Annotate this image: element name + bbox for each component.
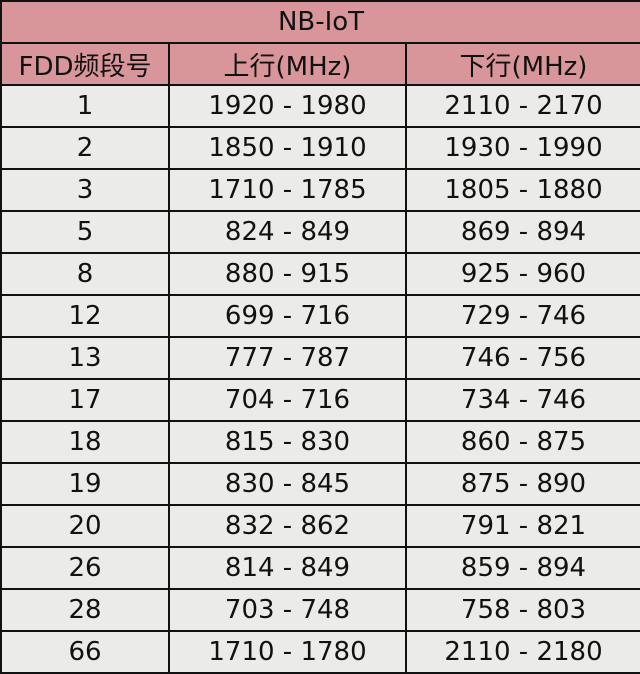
band-cell: 2 <box>0 126 170 170</box>
header-uplink: 上行(MHz) <box>168 42 407 86</box>
table-row: 5 824 - 849 869 - 894 <box>0 210 640 254</box>
table-row: 8 880 - 915 925 - 960 <box>0 252 640 296</box>
table-row: 28 703 - 748 758 - 803 <box>0 588 640 632</box>
downlink-cell: 2110 - 2170 <box>405 84 640 128</box>
band-cell: 66 <box>0 630 170 674</box>
table-row: 19 830 - 845 875 - 890 <box>0 462 640 506</box>
uplink-cell: 830 - 845 <box>168 462 407 506</box>
table-row: 26 814 - 849 859 - 894 <box>0 546 640 590</box>
downlink-cell: 729 - 746 <box>405 294 640 338</box>
table-row: 1 1920 - 1980 2110 - 2170 <box>0 84 640 128</box>
table-row: 66 1710 - 1780 2110 - 2180 <box>0 630 640 674</box>
uplink-cell: 704 - 716 <box>168 378 407 422</box>
table-row: 18 815 - 830 860 - 875 <box>0 420 640 464</box>
downlink-cell: 746 - 756 <box>405 336 640 380</box>
band-cell: 28 <box>0 588 170 632</box>
table-title: NB-IoT <box>0 0 640 44</box>
table-row: 17 704 - 716 734 - 746 <box>0 378 640 422</box>
band-cell: 12 <box>0 294 170 338</box>
table-row: 3 1710 - 1785 1805 - 1880 <box>0 168 640 212</box>
downlink-cell: 869 - 894 <box>405 210 640 254</box>
uplink-cell: 814 - 849 <box>168 546 407 590</box>
downlink-cell: 925 - 960 <box>405 252 640 296</box>
band-cell: 17 <box>0 378 170 422</box>
uplink-cell: 815 - 830 <box>168 420 407 464</box>
downlink-cell: 859 - 894 <box>405 546 640 590</box>
uplink-cell: 1710 - 1785 <box>168 168 407 212</box>
uplink-cell: 1850 - 1910 <box>168 126 407 170</box>
uplink-cell: 1920 - 1980 <box>168 84 407 128</box>
uplink-cell: 1710 - 1780 <box>168 630 407 674</box>
downlink-cell: 860 - 875 <box>405 420 640 464</box>
band-cell: 1 <box>0 84 170 128</box>
table-row: 13 777 - 787 746 - 756 <box>0 336 640 380</box>
uplink-cell: 699 - 716 <box>168 294 407 338</box>
band-cell: 20 <box>0 504 170 548</box>
downlink-cell: 791 - 821 <box>405 504 640 548</box>
band-cell: 19 <box>0 462 170 506</box>
downlink-cell: 758 - 803 <box>405 588 640 632</box>
table-row: 2 1850 - 1910 1930 - 1990 <box>0 126 640 170</box>
downlink-cell: 2110 - 2180 <box>405 630 640 674</box>
downlink-cell: 1805 - 1880 <box>405 168 640 212</box>
uplink-cell: 880 - 915 <box>168 252 407 296</box>
uplink-cell: 777 - 787 <box>168 336 407 380</box>
band-cell: 8 <box>0 252 170 296</box>
downlink-cell: 875 - 890 <box>405 462 640 506</box>
band-cell: 13 <box>0 336 170 380</box>
table-row: 20 832 - 862 791 - 821 <box>0 504 640 548</box>
uplink-cell: 824 - 849 <box>168 210 407 254</box>
uplink-cell: 703 - 748 <box>168 588 407 632</box>
band-cell: 18 <box>0 420 170 464</box>
header-downlink: 下行(MHz) <box>405 42 640 86</box>
header-band: FDD频段号 <box>0 42 170 86</box>
downlink-cell: 1930 - 1990 <box>405 126 640 170</box>
band-cell: 26 <box>0 546 170 590</box>
band-cell: 3 <box>0 168 170 212</box>
uplink-cell: 832 - 862 <box>168 504 407 548</box>
downlink-cell: 734 - 746 <box>405 378 640 422</box>
band-cell: 5 <box>0 210 170 254</box>
table-row: 12 699 - 716 729 - 746 <box>0 294 640 338</box>
